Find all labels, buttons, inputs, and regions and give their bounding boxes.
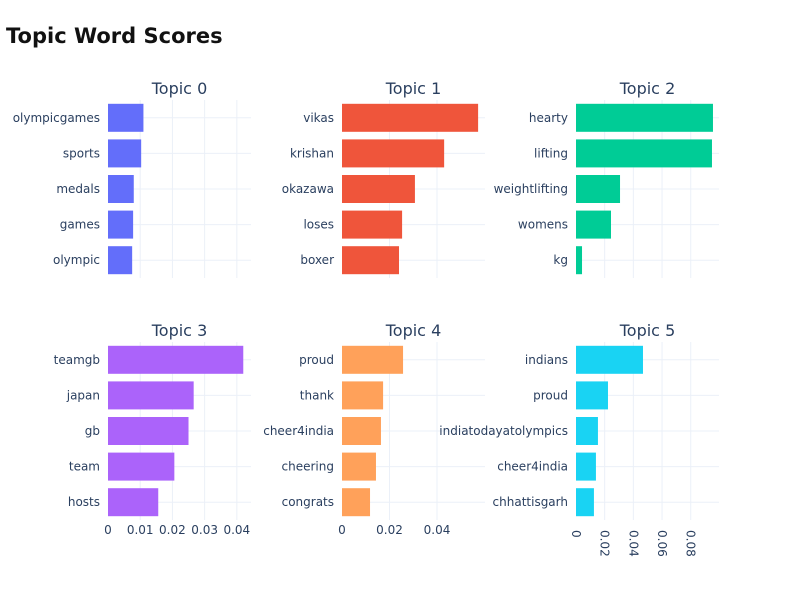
bar: [576, 175, 621, 203]
bar: [342, 210, 403, 239]
word-label: okazawa: [282, 182, 334, 196]
bar: [108, 139, 142, 168]
bar: [342, 381, 384, 410]
word-label: cheer4india: [263, 424, 334, 438]
bar: [342, 452, 376, 481]
bar: [342, 417, 381, 445]
word-label: congrats: [282, 495, 334, 509]
word-label: kg: [553, 253, 568, 267]
word-label: games: [60, 218, 100, 232]
bar: [108, 103, 144, 132]
bar: [576, 417, 598, 445]
word-label: olympicgames: [13, 111, 100, 125]
tick-label: 0.04: [626, 530, 640, 557]
word-label: boxer: [300, 253, 334, 267]
word-label: chhattisgarh: [493, 495, 568, 509]
bar: [342, 345, 404, 374]
bar: [108, 246, 133, 275]
bar: [342, 246, 400, 275]
tick-label: 0.02: [376, 523, 403, 537]
word-label: lifting: [534, 146, 568, 160]
subplot-title: Topic 3: [151, 321, 208, 340]
bar: [576, 488, 594, 517]
word-label: sports: [63, 146, 100, 160]
bar: [576, 210, 611, 239]
tick-label: 0: [569, 530, 583, 538]
word-label: indiatodayatolympics: [439, 424, 568, 438]
tick-label: 0: [104, 523, 112, 537]
bar: [108, 381, 194, 410]
bar: [108, 345, 244, 374]
tick-label: 0.08: [684, 530, 698, 557]
bar: [342, 103, 479, 132]
tick-label: 0.02: [598, 530, 612, 557]
word-label: cheer4india: [497, 460, 568, 474]
word-label: teamgb: [54, 353, 100, 367]
bar: [108, 417, 189, 445]
chart-title: Topic Word Scores: [6, 24, 223, 48]
word-label: krishan: [290, 146, 334, 160]
subplot-title: Topic 5: [619, 321, 676, 340]
bar: [108, 488, 159, 517]
word-label: indians: [525, 353, 568, 367]
bar: [342, 175, 415, 203]
bar: [108, 175, 134, 203]
bar: [342, 139, 445, 168]
bar: [108, 452, 175, 481]
word-label: weightlifting: [494, 182, 568, 196]
tick-label: 0.01: [127, 523, 154, 537]
tick-label: 0.04: [223, 523, 250, 537]
bar: [576, 452, 596, 481]
tick-label: 0.06: [655, 530, 669, 557]
subplot-title: Topic 0: [151, 79, 208, 98]
word-label: hosts: [68, 495, 100, 509]
bar: [108, 210, 134, 239]
subplot-title: Topic 1: [385, 79, 442, 98]
bar: [576, 103, 713, 132]
subplot-title: Topic 2: [619, 79, 676, 98]
tick-label: 0.03: [191, 523, 218, 537]
tick-label: 0: [338, 523, 346, 537]
word-label: medals: [56, 182, 100, 196]
bar: [576, 139, 712, 168]
word-label: olympic: [53, 253, 100, 267]
tick-label: 0.04: [424, 523, 451, 537]
word-label: thank: [300, 388, 334, 402]
word-label: vikas: [303, 111, 334, 125]
word-label: gb: [85, 424, 100, 438]
word-label: womens: [518, 218, 568, 232]
subplot-title: Topic 4: [385, 321, 442, 340]
bar: [576, 246, 583, 275]
tick-label: 0.02: [159, 523, 186, 537]
word-label: loses: [303, 218, 334, 232]
word-label: proud: [533, 388, 568, 402]
bar: [576, 345, 643, 374]
bar: [342, 488, 371, 517]
word-label: team: [69, 460, 100, 474]
word-label: proud: [299, 353, 334, 367]
word-label: cheering: [282, 460, 334, 474]
word-label: japan: [66, 388, 100, 402]
bar: [576, 381, 608, 410]
word-label: hearty: [529, 111, 568, 125]
